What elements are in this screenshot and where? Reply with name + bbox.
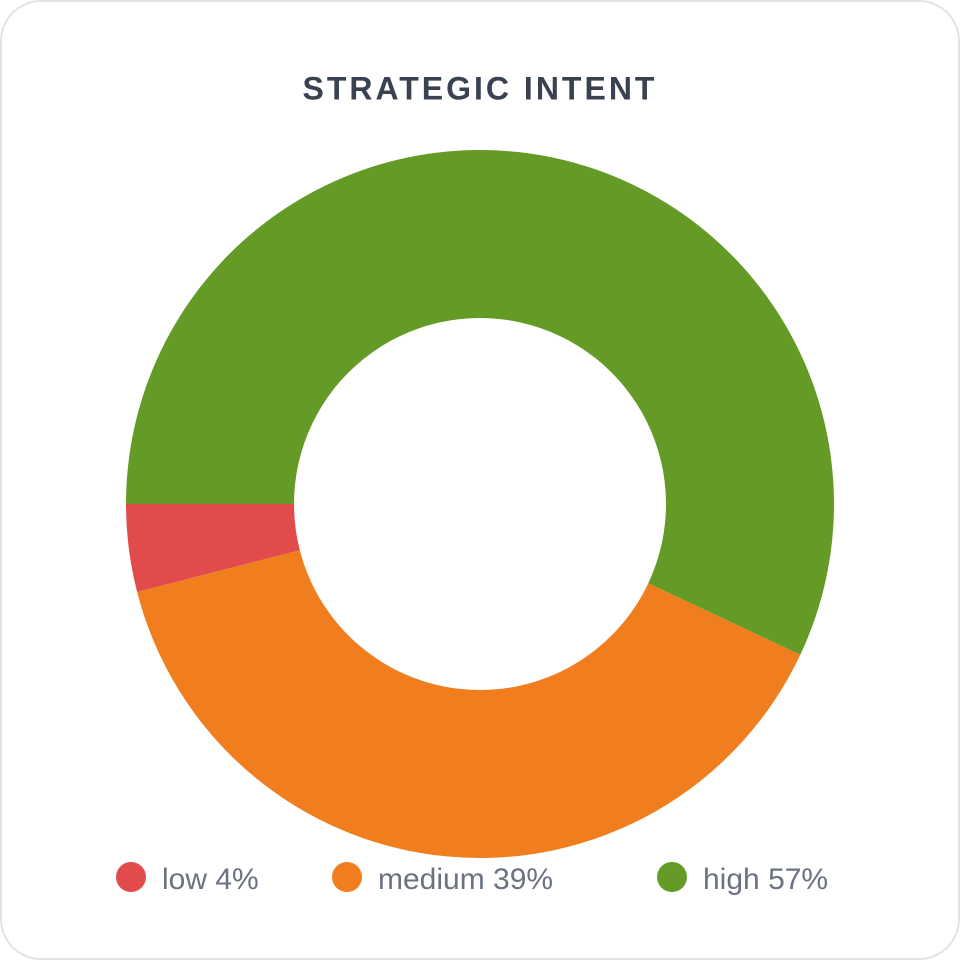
legend-value: 39% [493, 863, 553, 896]
legend-swatch [116, 862, 146, 892]
legend-label: medium 39% [378, 863, 553, 896]
legend-name: high [703, 863, 760, 896]
donut-segment [137, 550, 801, 859]
chart-title: STRATEGIC INTENT [303, 70, 658, 106]
legend-label: high 57% [703, 863, 828, 896]
donut-segment [126, 150, 834, 655]
legend-value: 4% [215, 863, 258, 896]
legend-label: low 4% [162, 863, 259, 896]
legend-swatch [332, 862, 362, 892]
legend-name: low [162, 863, 207, 896]
legend-name: medium [378, 863, 485, 896]
donut-segment [126, 504, 300, 593]
legend-swatch [657, 862, 687, 892]
legend-value: 57% [768, 863, 828, 896]
